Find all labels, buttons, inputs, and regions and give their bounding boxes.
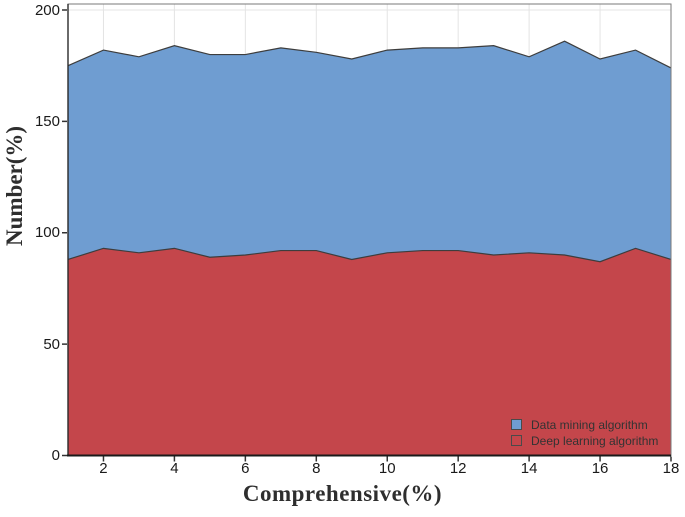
y-axis-tick-label: 50 bbox=[43, 335, 60, 353]
legend-swatch-outline-icon bbox=[511, 435, 522, 446]
y-axis-tick-label: 0 bbox=[51, 447, 60, 464]
x-axis-tick-label: 18 bbox=[662, 460, 680, 477]
chart-legend: Data mining algorithm Deep learning algo… bbox=[511, 417, 658, 449]
y-axis-tick-label: 200 bbox=[34, 1, 60, 19]
x-axis-tick-label: 12 bbox=[449, 460, 467, 477]
y-axis-title: Number(%) bbox=[2, 126, 30, 346]
x-axis-tick-label: 14 bbox=[520, 460, 538, 477]
area-data-mining-algorithm bbox=[68, 41, 671, 262]
legend-swatch-blue-icon bbox=[511, 419, 522, 430]
x-axis-tick-label: 10 bbox=[378, 460, 396, 477]
y-axis-tick-label: 100 bbox=[34, 224, 60, 242]
legend-label-deep-learning: Deep learning algorithm bbox=[531, 433, 659, 448]
x-axis-tick-label: 6 bbox=[241, 460, 250, 477]
edge-deep-learning-algorithm bbox=[67, 247, 672, 263]
area-deep-learning-algorithm bbox=[68, 248, 671, 456]
legend-entry-deep-learning: Deep learning algorithm bbox=[511, 433, 658, 448]
x-axis-tick-label: 16 bbox=[591, 460, 609, 477]
legend-label-data-mining: Data mining algorithm bbox=[531, 417, 648, 432]
y-axis-tick-label: 150 bbox=[34, 112, 60, 130]
edge-data-mining-algorithm bbox=[67, 40, 672, 69]
x-axis-tick-label: 2 bbox=[99, 460, 108, 477]
x-axis-title: Comprehensive(%) bbox=[242, 481, 443, 506]
x-axis-tick-label: 8 bbox=[312, 460, 321, 477]
x-axis-tick-label: 4 bbox=[170, 460, 179, 477]
legend-entry-data-mining: Data mining algorithm bbox=[511, 417, 658, 432]
